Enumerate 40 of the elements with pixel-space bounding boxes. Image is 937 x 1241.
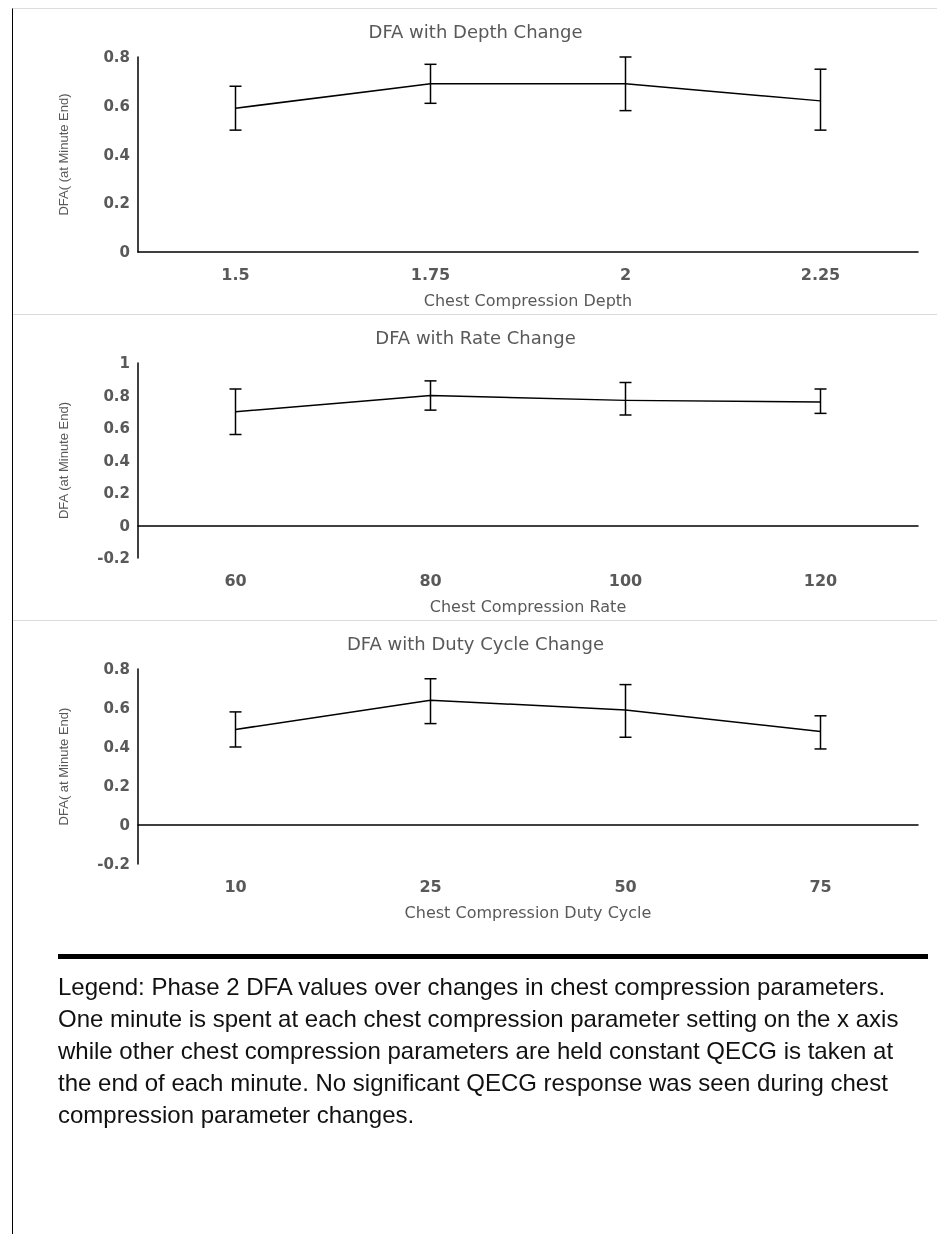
x-tick-label: 120 xyxy=(803,570,838,590)
x-axis-title: Chest Compression Rate xyxy=(429,596,627,616)
y-tick-label: 0.6 xyxy=(103,419,130,437)
chart-title: DFA with Rate Change xyxy=(375,326,576,348)
text: Legend: Phase 2 DFA values over changes in chest compression parameters. One minute is spent at each chest compression parameter setting on the x axis while other chest compression parameters are held constant QECG is taken at the end of each minute. No significant QECG response was seen during chest compression parameter changes. xyxy=(58,972,900,1130)
x-tick-label: 10 xyxy=(224,876,247,896)
x-tick-label: 2 xyxy=(619,264,632,284)
y-tick-label: 0 xyxy=(119,516,130,535)
y-tick-label: 0.4 xyxy=(103,738,130,756)
y-tick-label: 0.8 xyxy=(103,386,130,405)
y-tick-label: 0.8 xyxy=(103,48,130,66)
x-tick-label: 80 xyxy=(419,570,442,590)
y-tick-label: -0.2 xyxy=(97,549,130,567)
x-tick-label: 100 xyxy=(608,570,643,590)
chart-title: DFA with Duty Cycle Change xyxy=(346,632,605,654)
y-tick-label: 0.8 xyxy=(103,660,130,678)
y-tick-label: 0.6 xyxy=(103,699,130,717)
x-axis-title: Chest Compression Depth xyxy=(423,290,633,310)
chart-title: DFA with Depth Change xyxy=(368,20,583,42)
x-tick-label: 75 xyxy=(809,876,832,896)
x-tick-label: 1.75 xyxy=(410,264,451,284)
x-tick-label: 50 xyxy=(614,876,637,896)
y-tick-label: 0 xyxy=(119,816,130,834)
y-axis-title: DFA( (at Minute End) xyxy=(56,93,71,216)
y-tick-label: 0.2 xyxy=(103,484,130,502)
y-tick-label: 0 xyxy=(119,243,130,261)
x-tick-label: 25 xyxy=(419,876,442,896)
y-tick-label: -0.2 xyxy=(97,855,130,873)
y-tick-label: 0.2 xyxy=(103,194,130,213)
y-axis-title: DFA( at Minute End) xyxy=(56,707,71,826)
x-tick-label: 1.5 xyxy=(221,264,250,284)
y-tick-label: 0.4 xyxy=(103,145,130,164)
x-tick-label: 2.25 xyxy=(800,264,841,284)
x-axis-title: Chest Compression Duty Cycle xyxy=(404,902,652,922)
y-tick-label: 0.6 xyxy=(103,96,130,115)
y-axis-title: DFA (at Minute End) xyxy=(56,401,71,520)
y-tick-label: 1 xyxy=(119,354,130,372)
x-tick-label: 60 xyxy=(224,570,247,590)
y-tick-label: 0.2 xyxy=(103,777,130,795)
y-tick-label: 0.4 xyxy=(103,451,130,470)
